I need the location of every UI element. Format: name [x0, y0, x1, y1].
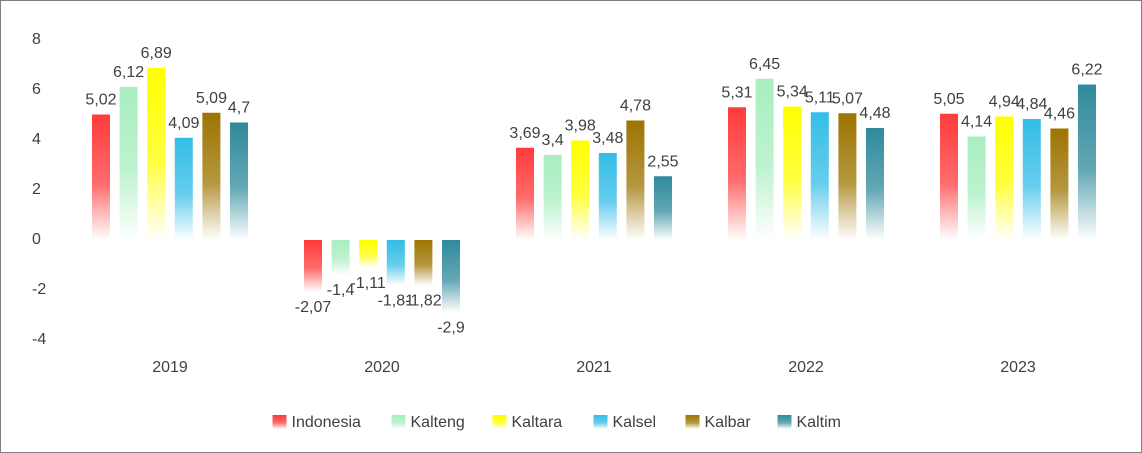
- bar: [1078, 84, 1096, 240]
- data-label: 6,12: [113, 64, 144, 81]
- data-label: 4,09: [168, 115, 199, 132]
- data-label: 3,48: [592, 130, 623, 147]
- x-tick-label: 2023: [1000, 359, 1036, 376]
- bar: [626, 120, 645, 240]
- bar: [442, 240, 460, 313]
- bar: [119, 87, 138, 240]
- bar: [1022, 119, 1041, 240]
- data-label: 4,7: [228, 100, 250, 117]
- bar: [331, 240, 350, 275]
- data-label: -1,11: [351, 275, 386, 292]
- data-label: 2,55: [647, 153, 678, 170]
- legend-swatch: [391, 415, 406, 429]
- data-label: 4,94: [989, 94, 1020, 111]
- y-tick-label: -2: [32, 281, 46, 298]
- bar: [1050, 128, 1069, 240]
- x-tick-label: 2021: [576, 359, 612, 376]
- legend-swatch: [777, 415, 792, 429]
- bar: [386, 240, 405, 286]
- data-label: 4,78: [620, 98, 651, 115]
- bar: [304, 240, 322, 292]
- bar: [728, 107, 746, 240]
- bar: [543, 155, 562, 240]
- legend-label: Kaltara: [512, 414, 563, 431]
- data-label: -1,82: [405, 293, 442, 310]
- data-label: 3,4: [541, 132, 563, 149]
- y-tick-label: 6: [32, 81, 41, 98]
- legend-label: Kaltim: [797, 414, 841, 431]
- legend-label: Kalteng: [411, 414, 465, 431]
- bar: [92, 114, 110, 240]
- data-label: 5,05: [933, 91, 964, 108]
- data-label: 5,07: [832, 90, 863, 107]
- x-tick-label: 2020: [364, 359, 400, 376]
- bar: [940, 113, 958, 240]
- data-label: 5,02: [85, 92, 116, 109]
- data-label: 6,22: [1071, 62, 1102, 79]
- data-label: 3,69: [509, 125, 540, 142]
- data-label: 4,46: [1044, 106, 1075, 123]
- x-tick-label: 2019: [152, 359, 188, 376]
- bar: [866, 128, 884, 240]
- data-label: 5,34: [777, 84, 808, 101]
- data-label: -2,9: [437, 320, 465, 337]
- y-tick-label: 0: [32, 231, 41, 248]
- data-label: 4,14: [961, 114, 992, 131]
- data-label: 5,11: [805, 89, 835, 106]
- bar: [202, 112, 221, 240]
- bar: [147, 67, 166, 240]
- bar: [359, 240, 378, 268]
- data-label: -1,4: [327, 282, 355, 299]
- bar: [838, 113, 857, 240]
- data-label: 3,98: [565, 118, 596, 135]
- legend-label: Kalsel: [613, 414, 657, 431]
- bar: [414, 240, 433, 286]
- legend-swatch: [593, 415, 608, 429]
- data-label: 4,48: [859, 105, 890, 122]
- legend-label: Kalbar: [705, 414, 752, 431]
- legend-swatch: [685, 415, 700, 429]
- y-tick-label: 4: [32, 131, 41, 148]
- legend-swatch: [272, 415, 287, 429]
- data-label: 4,84: [1016, 96, 1047, 113]
- bar: [516, 147, 534, 240]
- data-label: 5,09: [196, 90, 227, 107]
- data-label: -1,81: [378, 292, 415, 309]
- bar: [654, 176, 672, 240]
- data-label: 5,31: [721, 84, 752, 101]
- bar: [995, 116, 1014, 240]
- bar: [783, 106, 802, 240]
- data-label: 6,89: [141, 45, 172, 62]
- data-label: -2,07: [295, 299, 332, 316]
- bar: [230, 122, 248, 240]
- y-tick-label: 8: [32, 31, 41, 48]
- y-tick-label: -4: [32, 331, 46, 348]
- x-tick-label: 2022: [788, 359, 824, 376]
- bar: [174, 137, 193, 240]
- bar: [571, 140, 590, 240]
- bar: [967, 136, 986, 240]
- bar: [755, 78, 774, 240]
- y-tick-label: 2: [32, 181, 41, 198]
- legend-swatch: [492, 415, 507, 429]
- bar: [810, 112, 829, 240]
- bar: [598, 153, 617, 240]
- data-label: 6,45: [749, 56, 780, 73]
- legend-label: Indonesia: [292, 414, 361, 431]
